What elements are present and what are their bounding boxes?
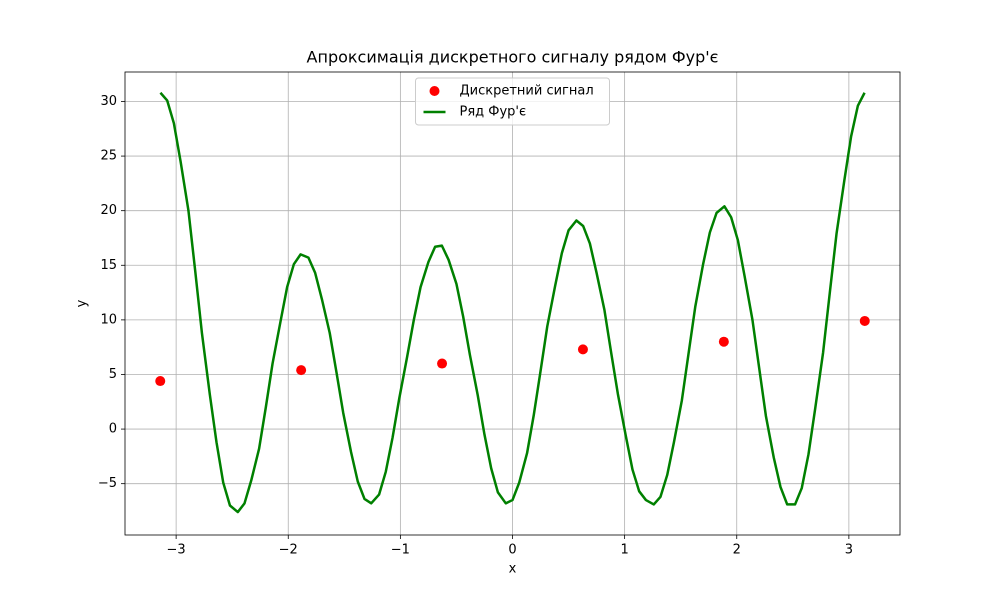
y-tick-label: 30	[100, 94, 117, 109]
legend-marker	[429, 86, 440, 96]
x-axis-label: x	[509, 562, 517, 577]
x-tick-label: 0	[508, 543, 516, 558]
scatter-point	[155, 376, 166, 387]
x-tick-label: −2	[279, 543, 298, 558]
y-tick-label: 15	[100, 258, 117, 273]
y-tick-label: 5	[109, 367, 117, 382]
x-tick-label: 3	[845, 543, 853, 558]
series-line	[159, 91, 866, 514]
x-tick-label: −1	[391, 543, 410, 558]
x-tick-label: 2	[733, 543, 741, 558]
legend-box	[415, 77, 610, 126]
x-tick-label: 1	[620, 543, 628, 558]
y-tick-label: −5	[98, 476, 117, 491]
x-tick-label: −3	[167, 543, 186, 558]
y-tick-label: 20	[100, 203, 117, 218]
axes-frame	[124, 71, 901, 536]
y-tick-label: 25	[100, 149, 117, 164]
scatter-point	[296, 365, 307, 376]
scatter-point	[859, 315, 870, 326]
scatter-point	[437, 358, 448, 369]
legend: Дискретний сигнал Ряд Фур'є	[415, 77, 610, 126]
legend-label: Ряд Фур'є	[460, 105, 527, 120]
y-tick-label: 10	[100, 312, 117, 327]
scatter-point	[718, 336, 729, 347]
scatter-point	[577, 344, 588, 355]
legend-label: Дискретний сигнал	[460, 84, 594, 99]
chart-title: Апроксимація дискретного сигналу рядом Ф…	[307, 48, 719, 67]
y-axis-label: y	[75, 299, 90, 307]
y-tick-label: 0	[109, 422, 117, 437]
